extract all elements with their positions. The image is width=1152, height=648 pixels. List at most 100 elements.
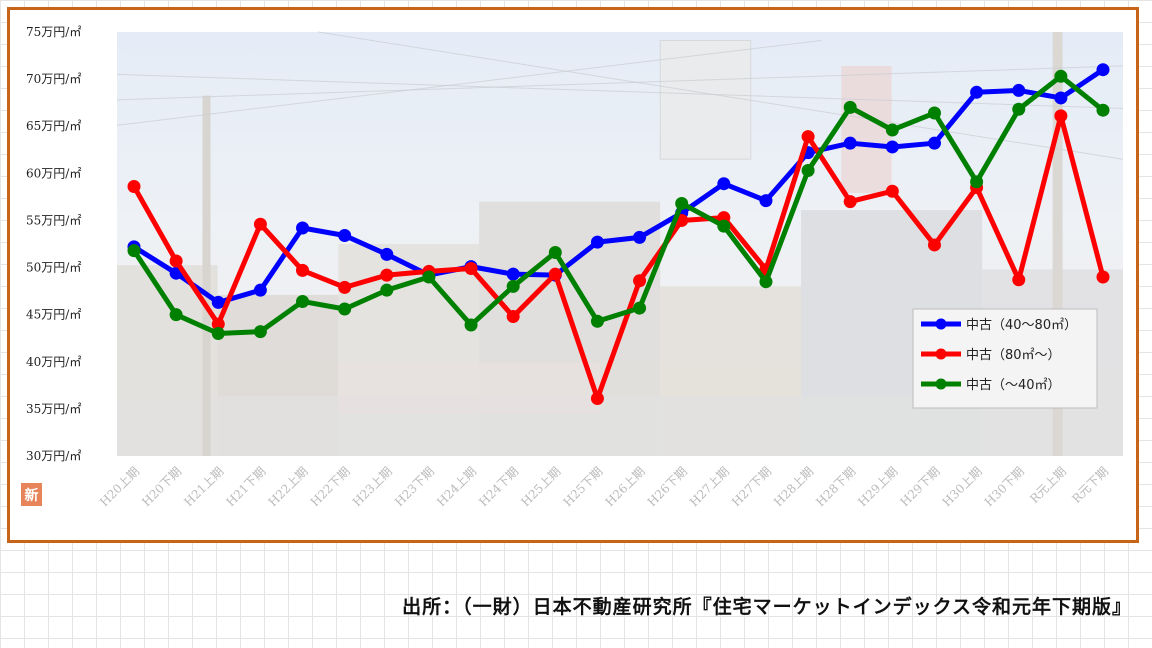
x-tick-label: R元下期 bbox=[1069, 464, 1111, 506]
x-tick-label: H22下期 bbox=[308, 464, 353, 509]
series-point bbox=[506, 267, 520, 281]
series-point bbox=[506, 279, 520, 293]
chart-frame: 30万円/㎡ 35万円/㎡ 40万円/㎡ 45万円/㎡ 50万円/㎡ 55万円/㎡ 60万円… bbox=[7, 7, 1139, 543]
y-tick-label: 45万円/㎡ bbox=[26, 308, 81, 322]
x-tick-label: H30下期 bbox=[982, 464, 1027, 509]
series-3 bbox=[127, 69, 1110, 341]
series-point bbox=[380, 283, 394, 297]
legend: 中古（40〜80㎡） 中古（80㎡〜） 中古（〜40㎡） bbox=[912, 308, 1098, 409]
series-point bbox=[885, 140, 899, 154]
series-point bbox=[633, 301, 647, 315]
series-point bbox=[211, 327, 225, 341]
series-point bbox=[1096, 63, 1110, 77]
series-point bbox=[843, 136, 857, 150]
series-point bbox=[253, 283, 267, 297]
series-line bbox=[131, 67, 1106, 305]
x-axis-labels: H20上期H20下期H21上期H21下期H22上期H22下期H23上期H23下期… bbox=[97, 464, 1111, 509]
series-point bbox=[338, 302, 352, 316]
series-point bbox=[464, 261, 478, 275]
series-point bbox=[590, 235, 604, 249]
series-point bbox=[1012, 83, 1026, 97]
series-point bbox=[590, 314, 604, 328]
source-note: 出所：（一財）日本不動産研究所『住宅マーケットインデックス令和元年下期版』 bbox=[402, 596, 1132, 618]
series-point bbox=[927, 136, 941, 150]
series-point bbox=[885, 123, 899, 137]
series-point bbox=[633, 274, 647, 288]
series-point bbox=[927, 238, 941, 252]
x-tick-label: H25下期 bbox=[560, 464, 605, 509]
series-point bbox=[464, 318, 478, 332]
series-point bbox=[1054, 69, 1068, 83]
y-axis-labels: 30万円/㎡ 35万円/㎡ 40万円/㎡ 45万円/㎡ 50万円/㎡ 55万円/㎡ 60万円… bbox=[26, 25, 81, 463]
series-point bbox=[1096, 270, 1110, 284]
y-tick-label: 75万円/㎡ bbox=[26, 25, 81, 39]
series-point bbox=[211, 317, 225, 331]
series-point bbox=[801, 130, 815, 144]
legend-swatch-marker bbox=[935, 378, 947, 390]
y-tick-label: 35万円/㎡ bbox=[26, 402, 81, 416]
series-point bbox=[506, 310, 520, 324]
series-point bbox=[548, 245, 562, 259]
series-line bbox=[131, 73, 1106, 337]
legend-label: 中古（〜40㎡） bbox=[966, 378, 1061, 393]
series-point bbox=[169, 254, 183, 268]
x-tick-label: R元上期 bbox=[1027, 464, 1069, 506]
legend-swatch-marker bbox=[935, 318, 947, 330]
series-point bbox=[1012, 273, 1026, 287]
y-tick-label: 50万円/㎡ bbox=[26, 261, 81, 275]
series-point bbox=[296, 294, 310, 308]
legend-item: 中古（40〜80㎡） bbox=[921, 318, 1077, 333]
series-point bbox=[380, 247, 394, 261]
x-tick-label: H20下期 bbox=[139, 464, 184, 509]
x-tick-label: H30上期 bbox=[940, 464, 985, 509]
series-point bbox=[127, 244, 141, 258]
x-tick-label: H22上期 bbox=[266, 464, 311, 509]
series-2 bbox=[127, 109, 1110, 406]
legend-label: 中古（80㎡〜） bbox=[966, 348, 1061, 363]
y-tick-label: 30万円/㎡ bbox=[26, 449, 81, 463]
series-point bbox=[1012, 102, 1026, 116]
series-point bbox=[296, 263, 310, 277]
y-tick-label: 40万円/㎡ bbox=[26, 355, 81, 369]
series-point bbox=[338, 229, 352, 243]
line-chart: 30万円/㎡ 35万円/㎡ 40万円/㎡ 45万円/㎡ 50万円/㎡ 55万円/㎡ 60万円… bbox=[21, 25, 1124, 509]
x-tick-label: H24上期 bbox=[434, 464, 479, 509]
new-badge-box bbox=[21, 483, 42, 506]
y-tick-label: 60万円/㎡ bbox=[26, 166, 81, 180]
legend-swatch-marker bbox=[935, 348, 947, 360]
series-point bbox=[759, 275, 773, 289]
series-point bbox=[633, 230, 647, 244]
x-tick-label: H21下期 bbox=[223, 464, 268, 509]
x-tick-label: H28下期 bbox=[813, 464, 858, 509]
y-tick-label: 65万円/㎡ bbox=[26, 119, 81, 133]
series-point bbox=[970, 175, 984, 189]
x-tick-label: H27下期 bbox=[729, 464, 774, 509]
series-point bbox=[548, 267, 562, 281]
x-tick-label: H21上期 bbox=[181, 464, 226, 509]
series-point bbox=[169, 308, 183, 322]
series-point bbox=[380, 268, 394, 282]
new-badge-text: 新 bbox=[25, 487, 39, 504]
x-tick-label: H23上期 bbox=[350, 464, 395, 509]
legend-label: 中古（40〜80㎡） bbox=[966, 318, 1077, 333]
series-point bbox=[759, 194, 773, 208]
legend-item: 中古（〜40㎡） bbox=[921, 378, 1061, 393]
series-point bbox=[675, 196, 689, 210]
series-point bbox=[211, 295, 225, 309]
series-point bbox=[843, 100, 857, 114]
series-point bbox=[1096, 103, 1110, 117]
series-point bbox=[970, 85, 984, 99]
x-tick-label: H29上期 bbox=[855, 464, 900, 509]
series-point bbox=[885, 184, 899, 198]
series-point bbox=[1054, 91, 1068, 105]
series-point bbox=[253, 217, 267, 231]
series-point bbox=[717, 177, 731, 191]
x-tick-label: H28上期 bbox=[771, 464, 816, 509]
x-tick-label: H23下期 bbox=[392, 464, 437, 509]
y-tick-label: 55万円/㎡ bbox=[26, 213, 81, 227]
series-point bbox=[590, 392, 604, 406]
series-point bbox=[927, 106, 941, 120]
series-point bbox=[843, 195, 857, 209]
series-point bbox=[127, 180, 141, 194]
x-tick-label: H24下期 bbox=[476, 464, 521, 509]
